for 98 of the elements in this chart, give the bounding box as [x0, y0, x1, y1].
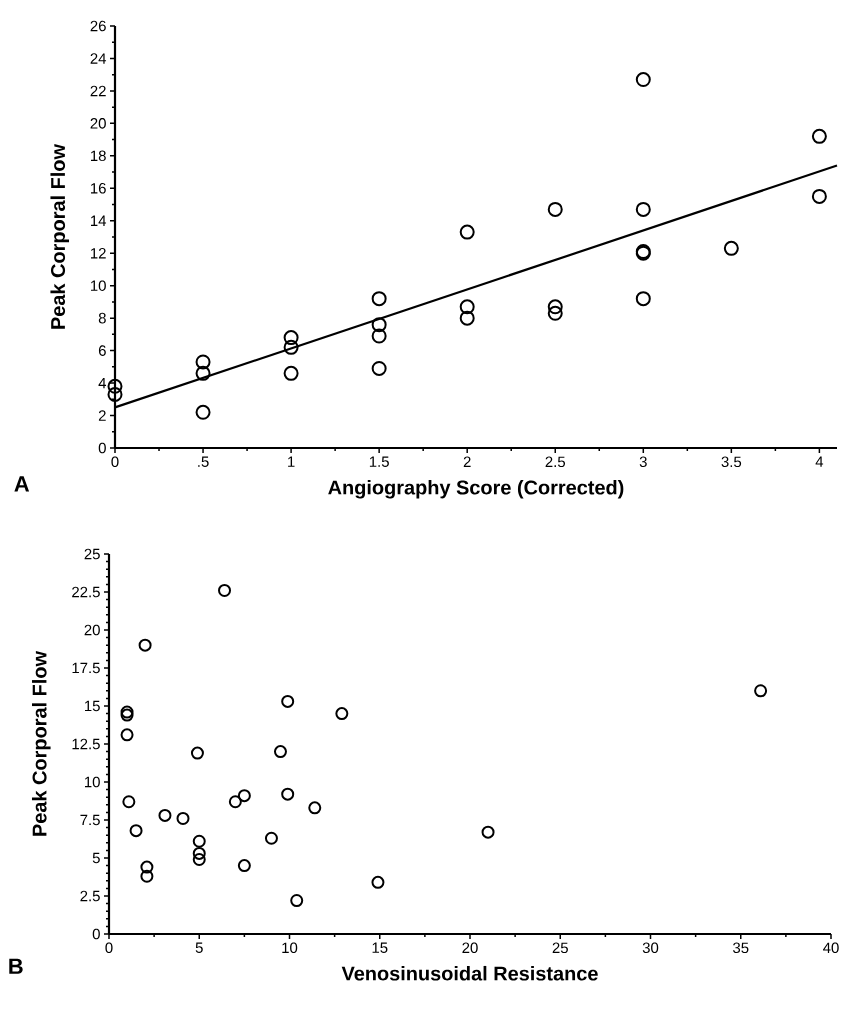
y-tick-label: 20 [90, 118, 106, 129]
y-tick-label: 2 [98, 410, 106, 421]
point [547, 299, 563, 315]
point [371, 875, 385, 889]
point [290, 894, 304, 908]
point [273, 745, 287, 759]
point [283, 330, 299, 346]
point [237, 789, 251, 803]
point [547, 305, 563, 321]
y-axis-title: Peak Corporal Flow [50, 143, 70, 329]
point [371, 360, 387, 376]
y-tick-label: 20 [84, 624, 100, 636]
x-tick-label: 2 [463, 456, 471, 467]
y-tick-label: 0 [98, 442, 106, 454]
point [371, 317, 387, 333]
point [140, 869, 154, 883]
point [811, 128, 827, 144]
point [190, 746, 204, 760]
x-tick-label: 1.5 [369, 456, 389, 467]
x-tick-label: 0 [111, 456, 119, 468]
point [107, 378, 123, 394]
point [459, 224, 475, 240]
text: B [9, 958, 23, 974]
y-tick-label: 25 [84, 548, 100, 560]
point [283, 339, 299, 355]
point [371, 291, 387, 307]
point [140, 860, 154, 874]
point [120, 728, 134, 742]
x-tick-label: 10 [282, 942, 298, 954]
x-tick-label: 30 [642, 942, 659, 954]
x-axis-title: Angiography Score (Corrected) [328, 479, 624, 499]
point [635, 291, 651, 307]
point [308, 801, 322, 815]
point [281, 694, 295, 708]
point [723, 240, 739, 256]
y-tick-label: 5 [92, 852, 100, 864]
y-tick-label: 22.5 [72, 586, 100, 598]
point [107, 386, 123, 402]
x-tick-label: 5 [195, 942, 203, 953]
y-tick-label: 26 [90, 20, 106, 32]
point [481, 825, 495, 839]
x-tick-label: 35 [733, 942, 749, 954]
y-tick-label: 4 [98, 377, 107, 389]
point [176, 811, 190, 825]
point [122, 795, 136, 809]
x-tick-label: .5 [198, 456, 209, 467]
point [283, 365, 299, 381]
y-axis-title: Peak Corporal Flow [31, 650, 51, 836]
x-axis-title: Venosinusoidal Resistance [341, 965, 598, 981]
point [138, 638, 152, 652]
y-tick-label: 22 [90, 85, 106, 97]
point [264, 831, 278, 845]
x-tick-label: 2.5 [545, 456, 566, 468]
y-tick-label: 10 [91, 280, 106, 291]
point [192, 846, 206, 860]
point [195, 365, 211, 381]
x-tick-label: 15 [372, 942, 388, 953]
y-tick-label: 7.5 [80, 814, 100, 826]
point [635, 72, 651, 88]
point [158, 808, 172, 822]
y-tick-label: 18 [91, 150, 106, 162]
point [335, 707, 349, 721]
point [811, 188, 827, 204]
text: A [14, 476, 30, 492]
point [195, 354, 211, 370]
point [635, 201, 651, 217]
point [237, 859, 251, 873]
point [195, 404, 211, 420]
point [218, 583, 232, 597]
y-tick-label: 2.5 [80, 890, 100, 902]
x-tick-label: 4 [815, 456, 824, 467]
x-tick-label: 20 [462, 942, 478, 954]
y-tick-label: 14 [91, 215, 107, 226]
y-tick-label: 12 [91, 248, 106, 259]
point [547, 201, 563, 217]
point [192, 834, 206, 848]
y-tick-label: 10 [85, 776, 100, 788]
point [192, 853, 206, 867]
point [281, 787, 295, 801]
point [228, 795, 242, 809]
point [459, 310, 475, 326]
y-tick-label: 8 [98, 312, 106, 324]
y-tick-label: 16 [91, 183, 106, 194]
y-tick-label: 0 [92, 928, 100, 940]
x-tick-label: 3 [639, 456, 647, 468]
y-tick-label: 15 [85, 700, 100, 712]
point [129, 824, 143, 838]
y-tick-label: 24 [90, 53, 107, 64]
x-tick-label: 25 [552, 942, 568, 954]
y-tick-label: 6 [98, 345, 106, 356]
x-tick-label: 3.5 [721, 456, 742, 468]
y-tick-label: 17.5 [72, 662, 100, 674]
x-tick-label: 1 [288, 456, 295, 467]
point [371, 328, 387, 344]
x-tick-label: 40 [823, 942, 839, 954]
y-tick-label: 12.5 [72, 738, 100, 750]
point [754, 684, 768, 698]
point [459, 299, 475, 315]
